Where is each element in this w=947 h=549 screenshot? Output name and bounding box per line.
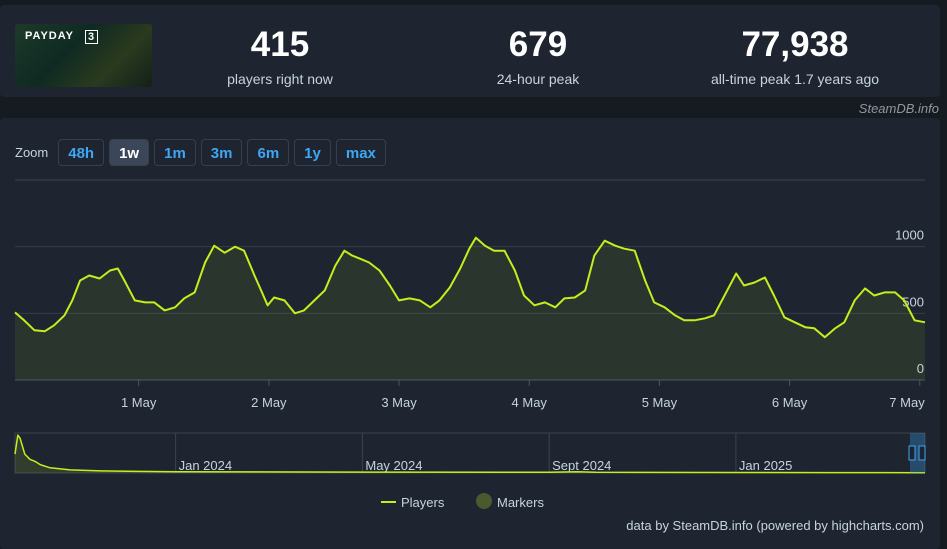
zoom-label: Zoom — [15, 145, 49, 160]
navigator-handle[interactable] — [918, 445, 926, 461]
watermark: SteamDB.info — [858, 101, 939, 116]
stats-panel: PAYDAY 3 415 players right now 679 24-hour… — [0, 5, 940, 97]
stat-value: 77,938 — [741, 25, 849, 64]
zoom-button[interactable]: max — [335, 139, 386, 166]
logo-text: PAYDAY — [25, 30, 75, 42]
area — [15, 237, 925, 380]
stat-label: all-time peak 1.7 years ago — [710, 71, 880, 87]
stat: 77,938 all-time peak 1.7 years ago — [665, 25, 925, 87]
y-tick-label: 0 — [917, 361, 924, 376]
zoom-button[interactable]: 1m — [154, 139, 196, 166]
x-tick-label: 4 May — [512, 395, 548, 410]
zoom-bar: Zoom 48h 1w 1m 3m 6m 1y max — [15, 139, 386, 166]
stat-label: players right now — [227, 71, 333, 87]
zoom-button[interactable]: 48h — [58, 139, 105, 166]
zoom-button[interactable]: 3m — [200, 139, 243, 166]
line — [14, 434, 926, 474]
navigator-tick-label: Jan 2024 — [179, 458, 233, 473]
stat-value: 679 — [508, 25, 568, 64]
zoom-button[interactable]: 6m — [247, 139, 290, 166]
stat: 415 players right now — [150, 25, 410, 87]
stat: 679 24-hour peak — [408, 25, 668, 87]
navigator-handle[interactable] — [908, 445, 916, 461]
chart-panel — [0, 118, 940, 549]
stat-label: 24-hour peak — [496, 71, 580, 87]
x-tick-label: 2 May — [251, 395, 287, 410]
x-tick-label: 7 May — [889, 395, 925, 410]
navigator-tick-label: May 2024 — [365, 458, 422, 473]
navigator-selection[interactable] — [910, 433, 925, 473]
x-tick-label: 3 May — [381, 395, 417, 410]
x-tick-label: 5 May — [642, 395, 678, 410]
x-tick-label: 6 May — [772, 395, 808, 410]
stat-value: 415 — [250, 25, 310, 64]
x-tick-label: 1 May — [121, 395, 157, 410]
navigator-tick-label: Jan 2025 — [739, 458, 793, 473]
navigator-tick-label: Sept 2024 — [552, 458, 611, 473]
logo-number: 3 — [85, 30, 99, 44]
legend-label: Players — [401, 495, 445, 510]
y-tick-label: 1000 — [895, 228, 924, 243]
zoom-button[interactable]: 1y — [294, 139, 331, 166]
zoom-button[interactable]: 1w — [109, 139, 150, 166]
legend-label: Markers — [497, 495, 544, 510]
legend-swatch — [476, 493, 492, 509]
credits: data by SteamDB.info (powered by highcha… — [626, 518, 924, 533]
line — [14, 236, 926, 339]
game-image: PAYDAY 3 — [15, 24, 152, 87]
